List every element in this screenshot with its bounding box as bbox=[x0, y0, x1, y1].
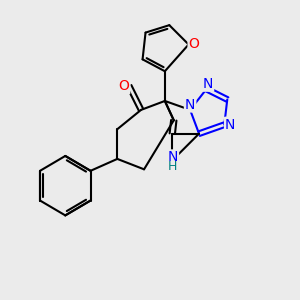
Text: N: N bbox=[168, 150, 178, 164]
Text: N: N bbox=[185, 98, 195, 112]
Text: N: N bbox=[225, 118, 236, 132]
Text: O: O bbox=[189, 38, 200, 52]
Text: O: O bbox=[118, 79, 129, 93]
Text: H: H bbox=[168, 160, 178, 173]
Text: N: N bbox=[203, 77, 213, 91]
